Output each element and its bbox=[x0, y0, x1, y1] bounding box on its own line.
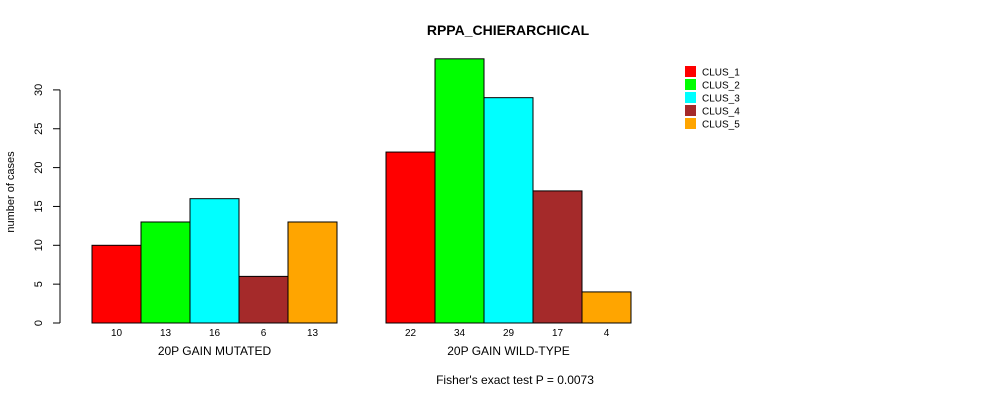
y-tick-label: 10 bbox=[33, 239, 45, 251]
bar-clus-5-group-1 bbox=[287, 221, 338, 324]
y-tick-label: 0 bbox=[33, 320, 45, 326]
bar-count-label: 16 bbox=[209, 328, 221, 339]
y-tick-label: 30 bbox=[33, 84, 45, 96]
legend-swatch bbox=[685, 79, 696, 90]
value-labels: 10 13 16 6 13 22 34 29 17 4 bbox=[111, 328, 610, 339]
bar-count-label: 34 bbox=[454, 328, 466, 339]
y-axis-label: number of cases bbox=[5, 151, 17, 233]
bar-clus-2-group-2 bbox=[434, 58, 485, 324]
bar-clus-1-group-2 bbox=[385, 151, 436, 324]
legend-swatch bbox=[685, 92, 696, 103]
legend-swatch bbox=[685, 66, 696, 77]
legend-label: CLUS_4 bbox=[702, 107, 740, 118]
legend-label: CLUS_1 bbox=[702, 68, 740, 79]
bar-count-label: 17 bbox=[552, 328, 564, 339]
bar-clus-5-group-2 bbox=[581, 291, 632, 324]
legend-swatch bbox=[685, 118, 696, 129]
bar-clus-3-group-1 bbox=[189, 198, 240, 324]
bar-count-label: 13 bbox=[307, 328, 319, 339]
group-labels: 20P GAIN MUTATED 20P GAIN WILD-TYPE bbox=[158, 344, 570, 358]
bar-clus-3-group-2 bbox=[483, 97, 534, 324]
y-axis: 0 5 10 15 20 25 30 bbox=[33, 84, 61, 326]
legend-label: CLUS_2 bbox=[702, 81, 740, 92]
bar-clus-2-group-1 bbox=[140, 221, 191, 324]
legend: CLUS_1 CLUS_2 CLUS_3 CLUS_4 CLUS_5 bbox=[685, 66, 740, 131]
bar-count-label: 13 bbox=[160, 328, 172, 339]
legend-label: CLUS_3 bbox=[702, 94, 740, 105]
bar-count-label: 22 bbox=[405, 328, 417, 339]
fishers-test-footnote: Fisher's exact test P = 0.0073 bbox=[436, 373, 594, 387]
bars bbox=[91, 58, 632, 324]
chart-title: RPPA_CHIERARCHICAL bbox=[427, 22, 590, 38]
bar-count-label: 4 bbox=[604, 328, 610, 339]
bar-clus-4-group-1 bbox=[238, 275, 289, 324]
legend-label: CLUS_5 bbox=[702, 120, 740, 131]
bar-clus-1-group-1 bbox=[91, 244, 142, 324]
legend-swatch bbox=[685, 105, 696, 116]
group-label: 20P GAIN MUTATED bbox=[158, 344, 272, 358]
group-label: 20P GAIN WILD-TYPE bbox=[447, 344, 569, 358]
bar-count-label: 10 bbox=[111, 328, 123, 339]
y-tick-label: 15 bbox=[33, 200, 45, 212]
y-tick-label: 5 bbox=[33, 281, 45, 287]
bar-count-label: 29 bbox=[503, 328, 515, 339]
bar-count-label: 6 bbox=[261, 328, 267, 339]
y-tick-label: 20 bbox=[33, 161, 45, 173]
y-tick-label: 25 bbox=[33, 123, 45, 135]
bar-clus-4-group-2 bbox=[532, 190, 583, 324]
